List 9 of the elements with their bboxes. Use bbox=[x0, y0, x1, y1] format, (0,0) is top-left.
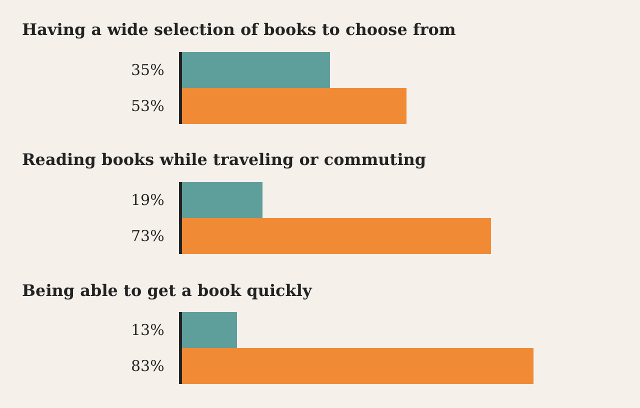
data-label: 35% bbox=[131, 61, 164, 79]
data-label: 13% bbox=[131, 321, 164, 339]
data-label: 83% bbox=[131, 357, 164, 375]
chart-title: Having a wide selection of books to choose from bbox=[22, 20, 456, 39]
chart-title: Reading books while traveling or commuting bbox=[22, 150, 426, 169]
data-label: 73% bbox=[131, 227, 164, 245]
data-label: 53% bbox=[131, 97, 164, 115]
chart-title: Being able to get a book quickly bbox=[22, 281, 312, 300]
data-label: 19% bbox=[131, 191, 164, 209]
